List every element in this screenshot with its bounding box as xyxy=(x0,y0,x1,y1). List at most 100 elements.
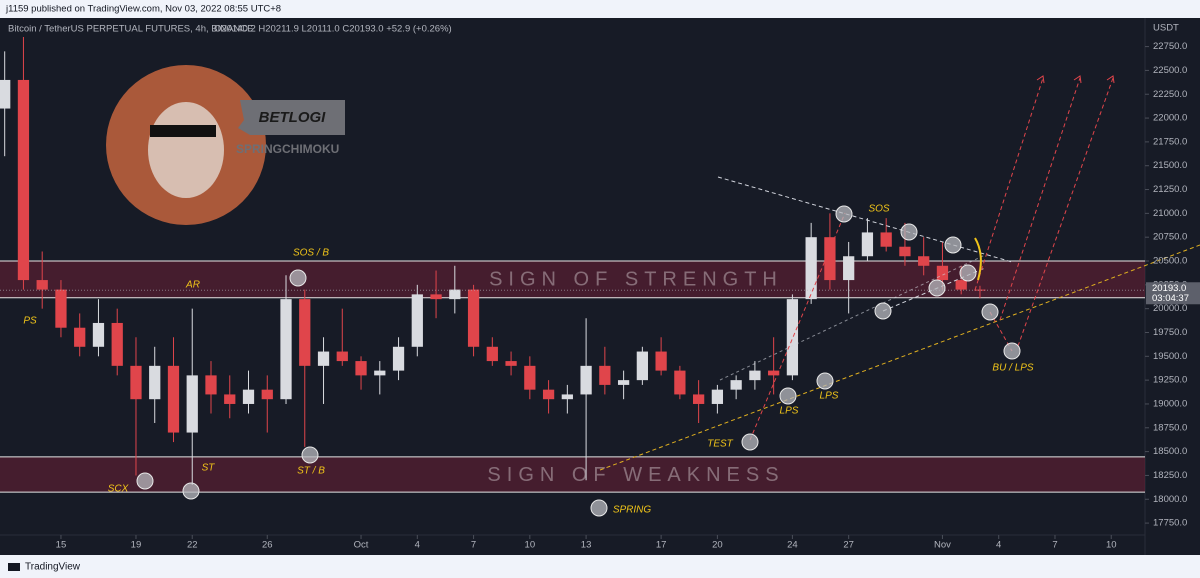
y-tick-label: 22750.0 xyxy=(1153,41,1187,52)
candle-body xyxy=(899,246,911,257)
candle-body xyxy=(111,322,123,366)
candle-body xyxy=(317,351,330,366)
candle-body xyxy=(0,79,11,109)
y-unit: USDT xyxy=(1153,23,1179,34)
watermark-face xyxy=(148,102,224,198)
y-tick-label: 20500.0 xyxy=(1153,256,1187,267)
projection-line xyxy=(974,77,1044,291)
annotation: SPRING xyxy=(613,505,652,516)
marker xyxy=(136,472,154,490)
y-tick-label: 22250.0 xyxy=(1153,89,1187,100)
candle-body xyxy=(580,365,592,395)
marker xyxy=(981,303,999,321)
candle-body xyxy=(824,237,836,281)
x-tick-label: 13 xyxy=(581,540,592,551)
projection-line xyxy=(999,77,1081,321)
candle-body xyxy=(449,289,461,300)
candle-body xyxy=(786,299,799,376)
marker xyxy=(289,269,307,287)
y-tick-label: 19250.0 xyxy=(1153,375,1187,386)
footer-bar xyxy=(0,555,1200,578)
publisher: j1159 published on TradingView.com, Nov … xyxy=(5,4,281,15)
zone-label: SIGN OF STRENGTH xyxy=(489,269,783,291)
x-tick-label: 20 xyxy=(712,540,723,551)
annotation: TEST xyxy=(707,439,733,450)
y-tick-label: 22500.0 xyxy=(1153,65,1187,76)
candle-body xyxy=(711,389,724,404)
candle-body xyxy=(693,394,705,404)
candle-body xyxy=(749,370,761,381)
y-tick-label: 20000.0 xyxy=(1153,303,1187,314)
candle-body xyxy=(843,256,855,281)
candle-body xyxy=(261,389,273,400)
marker xyxy=(928,279,946,297)
candle-body xyxy=(561,394,573,400)
projection-line xyxy=(749,212,846,441)
candle-body xyxy=(430,294,442,300)
annotation: ST / B xyxy=(297,466,325,477)
marker xyxy=(944,236,962,254)
y-tick-label: 17750.0 xyxy=(1153,518,1187,529)
watermark-name: SPRINGCHIMOKU xyxy=(236,142,339,156)
candle-body xyxy=(505,361,517,366)
marker xyxy=(874,302,892,320)
marker xyxy=(1003,342,1021,360)
x-tick-label: 17 xyxy=(656,540,667,551)
marker xyxy=(590,499,608,517)
watermark-glasses xyxy=(150,125,216,137)
candle-body xyxy=(36,280,48,290)
price-tag xyxy=(1146,282,1200,305)
candle-body xyxy=(524,365,536,390)
zone-label: SIGN OF WEAKNESS xyxy=(487,464,784,486)
drawings: PS AR SOS / B SCX ST ST / B SPRING TEST LPS LPS SO… xyxy=(23,75,1200,517)
watermark: BETLOGI SPRINGCHIMOKU xyxy=(106,65,345,225)
candle-body xyxy=(374,370,386,376)
candle-body xyxy=(167,365,180,433)
annotation: BU / LPS xyxy=(992,363,1033,374)
candle-body xyxy=(936,265,949,281)
trend-line xyxy=(719,254,986,381)
candle-body xyxy=(149,365,161,400)
candle-body xyxy=(880,232,892,247)
price-tag-countdown: 03:04:37 xyxy=(1152,293,1189,304)
candle-body xyxy=(224,394,236,404)
trend-line xyxy=(717,176,1013,263)
x-tick-label: 27 xyxy=(843,540,854,551)
price-tag-label: 20193.0 xyxy=(1152,283,1186,294)
x-tick-label: 22 xyxy=(187,540,198,551)
annotation: LPS xyxy=(780,406,799,417)
annotation: PS xyxy=(23,316,37,327)
candle-body xyxy=(355,361,367,376)
candle-body xyxy=(486,346,498,362)
y-tick-label: 18750.0 xyxy=(1153,422,1187,433)
candle-body xyxy=(186,375,198,433)
projection-line xyxy=(1017,77,1114,347)
curve xyxy=(974,237,982,281)
candle-body xyxy=(411,294,423,347)
x-tick-label: Nov xyxy=(934,540,951,551)
candle-body xyxy=(918,256,930,266)
x-tick-label: 26 xyxy=(262,540,273,551)
marker xyxy=(301,446,319,464)
y-tick-label: 21250.0 xyxy=(1153,184,1187,195)
marker xyxy=(835,205,853,223)
x-tick-label: 15 xyxy=(56,540,67,551)
watermark-bubble xyxy=(238,100,345,135)
symbol-title: Bitcoin / TetherUS PERPETUAL FUTURES, 4h… xyxy=(8,24,254,35)
annotation: SCX xyxy=(108,484,129,495)
x-tick-label: 4 xyxy=(996,540,1001,551)
candle-body xyxy=(655,351,667,371)
y-tick-label: 21750.0 xyxy=(1153,136,1187,147)
y-tick-label: 18000.0 xyxy=(1153,494,1187,505)
x-tick-label: 4 xyxy=(415,540,420,551)
candles xyxy=(0,37,986,485)
annotation: AR xyxy=(185,280,200,291)
axes: 17750.0 18000.0 18250.0 18500.0 18750.0 19000… xyxy=(0,41,1200,551)
candle-body xyxy=(599,365,611,385)
candle-body xyxy=(617,380,630,385)
annotation: LPS xyxy=(820,391,839,402)
y-tick-label: 18250.0 xyxy=(1153,470,1187,481)
brand: TradingView xyxy=(25,562,81,573)
header-bar xyxy=(0,0,1200,18)
